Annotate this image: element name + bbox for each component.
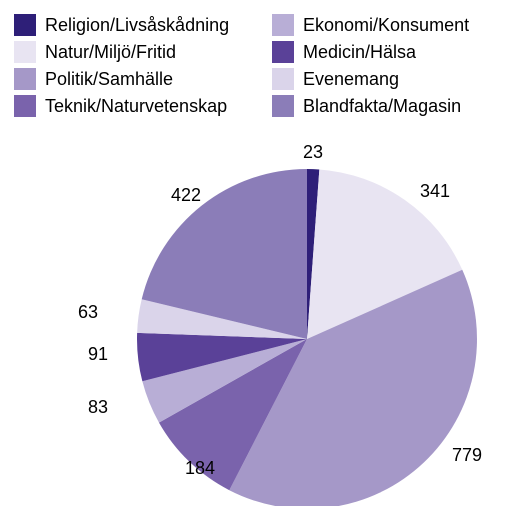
legend-item-natur: Natur/Miljö/Fritid — [14, 39, 176, 65]
legend-item-teknik: Teknik/Naturvetenskap — [14, 93, 227, 119]
pie-slice-medicin — [136, 332, 307, 382]
legend-swatch-politik — [14, 68, 36, 90]
data-label-religion: 23 — [303, 142, 323, 162]
pie-slice-politik — [229, 269, 477, 506]
data-label-teknik: 184 — [185, 458, 215, 478]
legend-item-medicin: Medicin/Hälsa — [272, 39, 416, 65]
pie-slice-natur — [307, 169, 463, 339]
pie-slice-evenemang — [137, 299, 307, 339]
legend-label-blandfakta: Blandfakta/Magasin — [303, 95, 462, 116]
data-label-natur: 341 — [420, 181, 450, 201]
legend: Religion/Livsåskådning Natur/Miljö/Friti… — [0, 0, 529, 130]
legend-item-evenemang: Evenemang — [272, 66, 399, 92]
pie-slice-teknik — [158, 339, 307, 491]
data-label-ekonomi: 83 — [88, 397, 108, 417]
pie-slice-ekonomi — [142, 339, 307, 423]
pie-slice-blandfakta — [141, 169, 307, 339]
legend-swatch-evenemang — [272, 68, 294, 90]
data-label-evenemang: 63 — [78, 302, 98, 322]
legend-swatch-medicin — [272, 41, 294, 63]
data-label-medicin: 91 — [88, 344, 108, 364]
data-label-politik: 779 — [452, 445, 482, 465]
pie-slices — [136, 169, 477, 506]
pie-data-labels: 23 341 779 184 83 91 63 422 — [78, 142, 482, 478]
data-label-blandfakta: 422 — [171, 185, 201, 205]
legend-item-religion: Religion/Livsåskådning — [14, 12, 229, 38]
legend-label-natur: Natur/Miljö/Fritid — [45, 41, 177, 62]
legend-label-politik: Politik/Samhälle — [45, 68, 174, 89]
legend-swatch-religion — [14, 14, 36, 36]
legend-label-evenemang: Evenemang — [303, 68, 400, 89]
legend-item-blandfakta: Blandfakta/Magasin — [272, 93, 461, 119]
legend-item-ekonomi: Ekonomi/Konsument — [272, 12, 469, 38]
legend-label-teknik: Teknik/Naturvetenskap — [45, 95, 228, 116]
legend-swatch-natur — [14, 41, 36, 63]
legend-item-politik: Politik/Samhälle — [14, 66, 173, 92]
pie-slice-religion — [307, 169, 320, 339]
legend-label-religion: Religion/Livsåskådning — [45, 14, 230, 35]
legend-label-medicin: Medicin/Hälsa — [303, 41, 417, 62]
legend-label-ekonomi: Ekonomi/Konsument — [303, 14, 470, 35]
legend-swatch-teknik — [14, 95, 36, 117]
legend-swatch-blandfakta — [272, 95, 294, 117]
legend-swatch-ekonomi — [272, 14, 294, 36]
